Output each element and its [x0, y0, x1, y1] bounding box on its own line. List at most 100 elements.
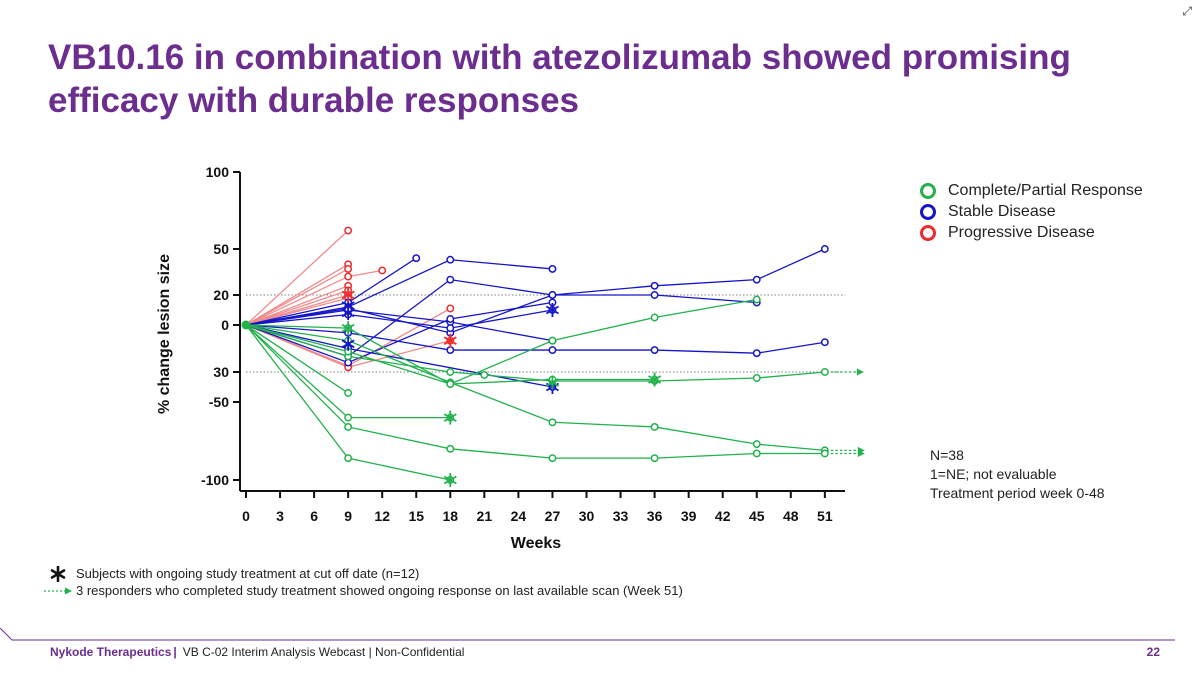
series-line-blue	[245, 294, 757, 334]
data-point-green	[344, 389, 353, 397]
ongoing-marker-green	[443, 410, 457, 425]
x-tick-label: 18	[443, 508, 459, 524]
x-tick-label: 36	[647, 508, 663, 524]
data-point-red	[344, 226, 353, 235]
slide-title-line-2: efficacy with durable responses	[48, 81, 580, 120]
x-tick-label: 24	[511, 508, 527, 524]
x-tick-label: 0	[242, 508, 250, 524]
slide-title-line-1: VB10.16 in combination with atezolizumab…	[48, 38, 1071, 77]
series-line-red	[245, 289, 349, 326]
series-line-red	[245, 285, 349, 326]
legend-marker-progressive	[920, 224, 936, 241]
data-point-green	[446, 444, 455, 453]
legend-marker-stable	[920, 203, 936, 220]
data-point-green	[548, 418, 557, 427]
data-point-green	[650, 423, 659, 431]
legend-label-stable: Stable Disease	[948, 202, 1056, 220]
series-line-red	[245, 263, 349, 326]
footer-company: Nykode Therapeutics	[50, 645, 172, 659]
asterisk-icon	[40, 565, 76, 582]
x-tick-label: 45	[749, 508, 765, 524]
data-point-green	[344, 454, 353, 463]
data-point-green	[752, 440, 761, 449]
data-point-blue	[446, 315, 455, 323]
legend-item-stable: Stable Disease	[920, 201, 1143, 222]
series-line-red	[245, 268, 349, 326]
chart-notes: N=38 1=NE; not evaluable Treatment perio…	[930, 446, 1105, 503]
y-tick-label: 50	[213, 241, 229, 257]
data-point-green	[446, 368, 455, 376]
ongoing-response-arrowhead	[856, 368, 864, 376]
data-point-blue	[446, 346, 455, 355]
x-tick-label: 51	[817, 508, 833, 524]
footnote-ongoing-text: Subjects with ongoing study treatment at…	[76, 566, 420, 581]
chart-legend: Complete/Partial Response Stable Disease…	[920, 180, 1143, 243]
footer: Nykode Therapeutics | VB C-02 Interim Anal…	[50, 645, 464, 659]
footnote-arrow: 3 responders who completed study treatme…	[40, 582, 683, 599]
data-point-green	[820, 449, 829, 458]
dashed-arrow-icon	[40, 586, 76, 596]
series-line-green	[245, 298, 757, 385]
expand-icon[interactable]: ⤢	[1182, 4, 1192, 18]
series-line-green	[245, 324, 825, 382]
x-tick-label: 6	[310, 508, 318, 524]
legend-label-response: Complete/Partial Response	[948, 181, 1143, 199]
series-line-green	[245, 324, 825, 452]
series-line-blue	[245, 301, 553, 364]
series-line-blue	[245, 259, 553, 326]
footer-separator: |	[173, 645, 177, 659]
data-point-blue	[412, 254, 421, 263]
data-point-red	[446, 304, 455, 313]
x-tick-label: 48	[783, 508, 799, 524]
data-point-blue	[446, 275, 455, 284]
footnote-ongoing: Subjects with ongoing study treatment at…	[40, 565, 683, 582]
series-line-blue	[245, 309, 553, 329]
data-point-green	[820, 368, 829, 376]
data-point-blue	[820, 338, 829, 347]
y-tick-label: 0	[221, 317, 229, 333]
data-point-red	[344, 264, 353, 273]
series-line-red	[245, 230, 349, 326]
data-point-green	[548, 454, 557, 463]
series-line-green	[245, 324, 349, 394]
data-point-blue	[650, 281, 659, 290]
data-point-green	[344, 423, 353, 431]
x-tick-label: 12	[374, 508, 390, 524]
data-point-green	[650, 313, 659, 322]
y-tick-label: 100	[206, 164, 230, 180]
x-tick-label: 30	[579, 508, 595, 524]
data-point-blue	[446, 255, 455, 264]
data-point-blue	[650, 346, 659, 355]
x-tick-label: 39	[681, 508, 697, 524]
data-point-blue	[820, 245, 829, 253]
note-treatment-period: Treatment period week 0-48	[930, 485, 1105, 501]
data-point-green	[752, 374, 761, 382]
ongoing-marker-green	[648, 372, 662, 387]
ongoing-marker-green	[341, 321, 355, 336]
legend-marker-response	[920, 182, 936, 199]
data-point-green	[650, 454, 659, 463]
x-axis-label: Weeks	[511, 535, 562, 552]
ongoing-marker-red	[341, 288, 355, 302]
ongoing-marker-blue	[545, 303, 559, 317]
ongoing-marker-red	[443, 333, 457, 348]
note-ne: 1=NE; not evaluable	[930, 466, 1057, 482]
legend-item-response: Complete/Partial Response	[920, 180, 1143, 201]
x-tick-label: 9	[344, 508, 352, 524]
ongoing-response-arrowhead	[857, 449, 865, 457]
origin-point	[241, 320, 251, 330]
series-line-blue	[245, 324, 825, 354]
data-point-green	[752, 295, 761, 304]
note-n: N=38	[930, 447, 964, 463]
y-tick-label: -50	[209, 394, 229, 410]
y-tick-label: 20	[213, 287, 229, 303]
data-point-blue	[548, 346, 557, 355]
data-point-green	[752, 449, 761, 458]
slide-title: VB10.16 in combination with atezolizumab…	[48, 36, 1168, 122]
series-line-blue	[245, 309, 553, 342]
data-point-blue	[548, 264, 557, 273]
series-line-red	[245, 297, 349, 326]
data-point-red	[378, 266, 387, 275]
data-point-green	[344, 413, 353, 422]
data-point-blue	[344, 358, 353, 367]
